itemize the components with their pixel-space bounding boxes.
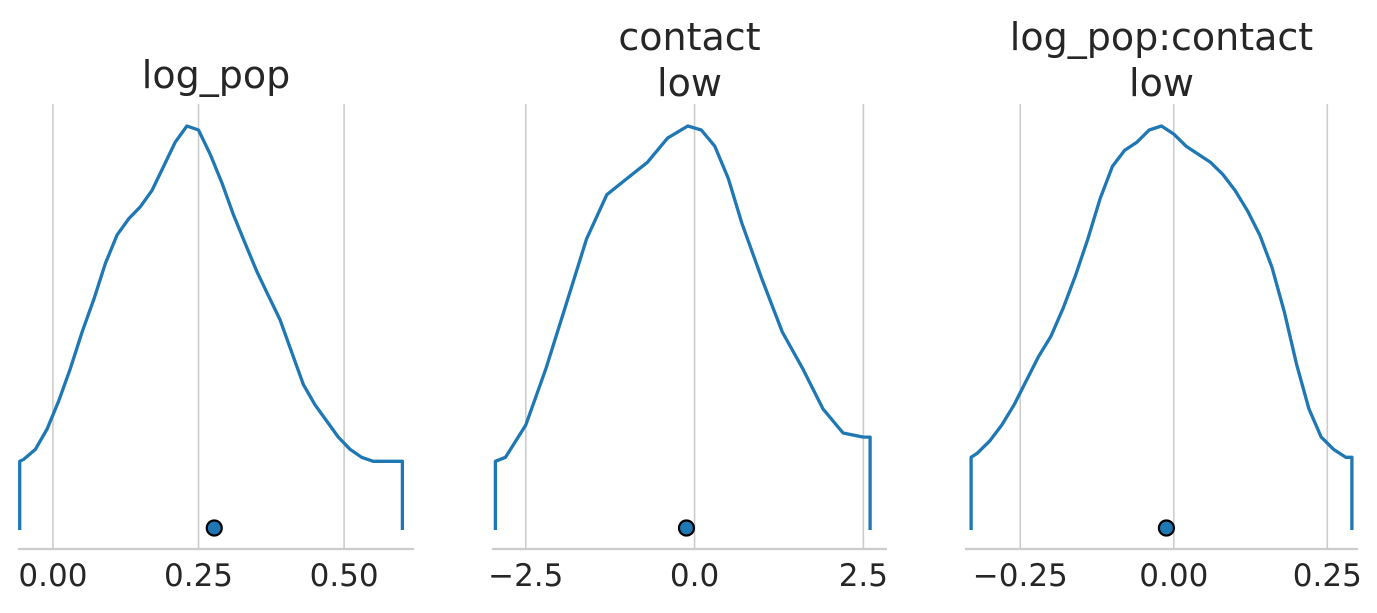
- point-estimate-marker: [205, 519, 223, 537]
- x-tick-label: −2.5: [488, 558, 563, 594]
- x-tick-label: 0.00: [18, 558, 87, 594]
- panel-title: log_pop: [142, 53, 290, 97]
- panel-log-pop: 0.00 0.25 0.50 log_pop: [18, 53, 414, 594]
- x-tick-label: 2.5: [839, 558, 888, 594]
- point-estimate-marker: [1157, 519, 1176, 537]
- panel-title: low: [1129, 61, 1194, 105]
- panel-title: contact: [618, 15, 760, 59]
- x-tick-label: −0.25: [973, 558, 1068, 594]
- x-tick-label: 0.50: [310, 558, 379, 594]
- x-tick-label: 0.25: [164, 558, 233, 594]
- x-tick-label: 0.0: [670, 558, 719, 594]
- panel-title: log_pop:contact: [1010, 15, 1313, 59]
- x-tick-label: 0.00: [1139, 558, 1208, 594]
- density-curve: [493, 124, 872, 530]
- x-tick-label: 0.25: [1293, 558, 1362, 594]
- density-curve: [18, 124, 405, 530]
- point-estimate-marker: [677, 519, 696, 537]
- density-curve: [969, 124, 1354, 530]
- panel-title: low: [657, 61, 722, 105]
